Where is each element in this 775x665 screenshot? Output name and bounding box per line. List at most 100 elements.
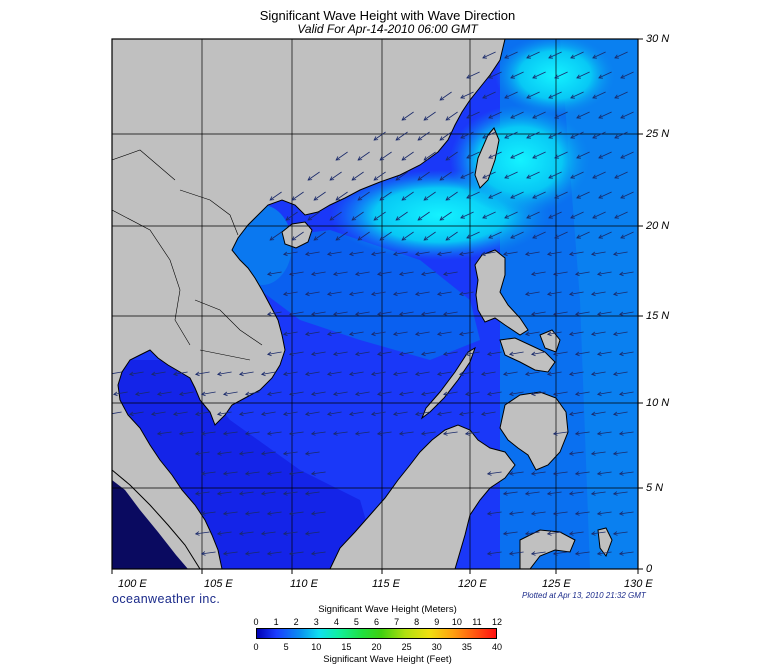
wave-arrow	[377, 391, 392, 395]
wave-arrow-head	[570, 54, 575, 59]
wave-arrow	[357, 231, 370, 241]
wave-arrow-head	[486, 391, 492, 397]
wave-arrow-head	[592, 214, 597, 219]
wave-arrow-head	[614, 134, 619, 139]
wave-arrow-head	[502, 371, 508, 377]
wave-arrow	[217, 531, 232, 535]
wave-arrow-head	[554, 154, 559, 159]
wave-arrow	[466, 151, 480, 159]
wave-arrow	[333, 431, 348, 435]
wave-arrow-head	[266, 471, 272, 476]
wave-arrow	[553, 431, 568, 435]
hiwave-zone-3	[495, 39, 615, 115]
wave-arrow	[619, 271, 634, 275]
wave-arrow-head	[596, 471, 602, 476]
wave-arrow-head	[238, 371, 244, 377]
wave-arrow	[291, 231, 304, 241]
wave-arrow-head	[590, 251, 596, 257]
wave-arrow	[305, 411, 320, 415]
wave-arrow-head	[460, 174, 465, 179]
wave-arrow-head	[376, 311, 382, 317]
wave-arrow-head	[464, 391, 470, 397]
wave-arrow-head	[420, 311, 426, 317]
wave-arrow	[481, 411, 496, 415]
wave-arrow	[554, 151, 568, 159]
wave-arrow-head	[460, 134, 465, 139]
wave-arrow	[570, 91, 584, 99]
wave-arrow	[355, 431, 370, 435]
lat-label-20n: 20 N	[646, 220, 670, 232]
wave-arrow	[597, 391, 612, 395]
wave-arrow	[415, 371, 430, 375]
land-halmahera	[597, 527, 613, 558]
wave-arrow-head	[401, 196, 407, 201]
wave-arrow	[423, 191, 436, 201]
wave-arrow-head	[285, 216, 291, 221]
wave-arrow	[613, 371, 628, 375]
wave-arrow-head	[376, 351, 382, 357]
wave-arrow	[488, 231, 502, 239]
wave-arrow	[598, 191, 612, 199]
wave-arrow-head	[282, 291, 288, 297]
wave-arrow-head	[548, 94, 553, 99]
wave-arrow	[591, 531, 606, 535]
wave-arrow	[195, 451, 210, 455]
wave-arrow-head	[570, 94, 575, 99]
wave-arrow-head	[612, 411, 618, 417]
wave-arrow	[554, 231, 568, 239]
wave-arrow-head	[552, 551, 558, 556]
wave-arrow	[575, 511, 590, 515]
wave-arrow-head	[614, 174, 619, 179]
wave-arrow	[526, 131, 540, 139]
wave-arrow	[329, 211, 342, 221]
wave-arrow-head	[304, 411, 310, 417]
wave-arrow-head	[552, 271, 558, 277]
wave-arrow	[305, 451, 320, 455]
wave-arrow	[531, 391, 546, 395]
wave-arrow	[371, 251, 386, 255]
wave-arrow	[575, 311, 590, 315]
wave-arrow	[399, 271, 414, 275]
wave-arrow-head	[508, 471, 514, 476]
wave-arrow	[487, 391, 502, 395]
wave-arrow-head	[552, 351, 558, 357]
wave-arrow-head	[326, 411, 332, 417]
wave-arrow	[569, 451, 584, 455]
wave-arrow	[531, 511, 546, 515]
wave-arrow	[269, 231, 282, 241]
wave-arrow	[597, 431, 612, 435]
wave-arrow	[482, 211, 496, 219]
land-mindanao	[499, 391, 569, 471]
wave-arrow-head	[222, 391, 228, 397]
wave-arrow-head	[244, 471, 250, 476]
wave-arrow	[532, 111, 546, 119]
wave-arrow	[525, 291, 540, 295]
wave-arrow	[371, 291, 386, 295]
wave-arrow	[591, 331, 606, 335]
feet-tick-label: 35	[461, 642, 472, 652]
wave-arrow-head	[216, 371, 222, 377]
wave-arrow-head	[612, 531, 618, 536]
wave-arrow-head	[335, 156, 341, 161]
wave-arrow-head	[482, 54, 487, 59]
wave-arrow-head	[504, 214, 509, 219]
wave-arrow-head	[423, 156, 429, 161]
wave-arrow	[488, 191, 502, 199]
wave-arrow-head	[398, 311, 404, 317]
wave-arrow	[151, 371, 166, 375]
wave-arrow	[267, 271, 282, 275]
wave-arrow-head	[134, 391, 140, 397]
meters-tick-label: 7	[394, 617, 400, 627]
wave-arrow-head	[530, 551, 536, 556]
lon-label-110e: 110 E	[290, 578, 318, 590]
wave-arrow	[482, 171, 496, 179]
wave-arrow-head	[291, 236, 297, 241]
wave-arrow-head	[392, 291, 398, 297]
wave-arrow-head	[552, 511, 558, 516]
wave-arrow	[201, 471, 216, 475]
wave-arrow	[525, 251, 540, 255]
wave-arrow	[351, 171, 364, 181]
wave-arrow	[466, 231, 480, 239]
wave-arrow	[619, 431, 634, 435]
wave-arrow	[311, 311, 326, 315]
